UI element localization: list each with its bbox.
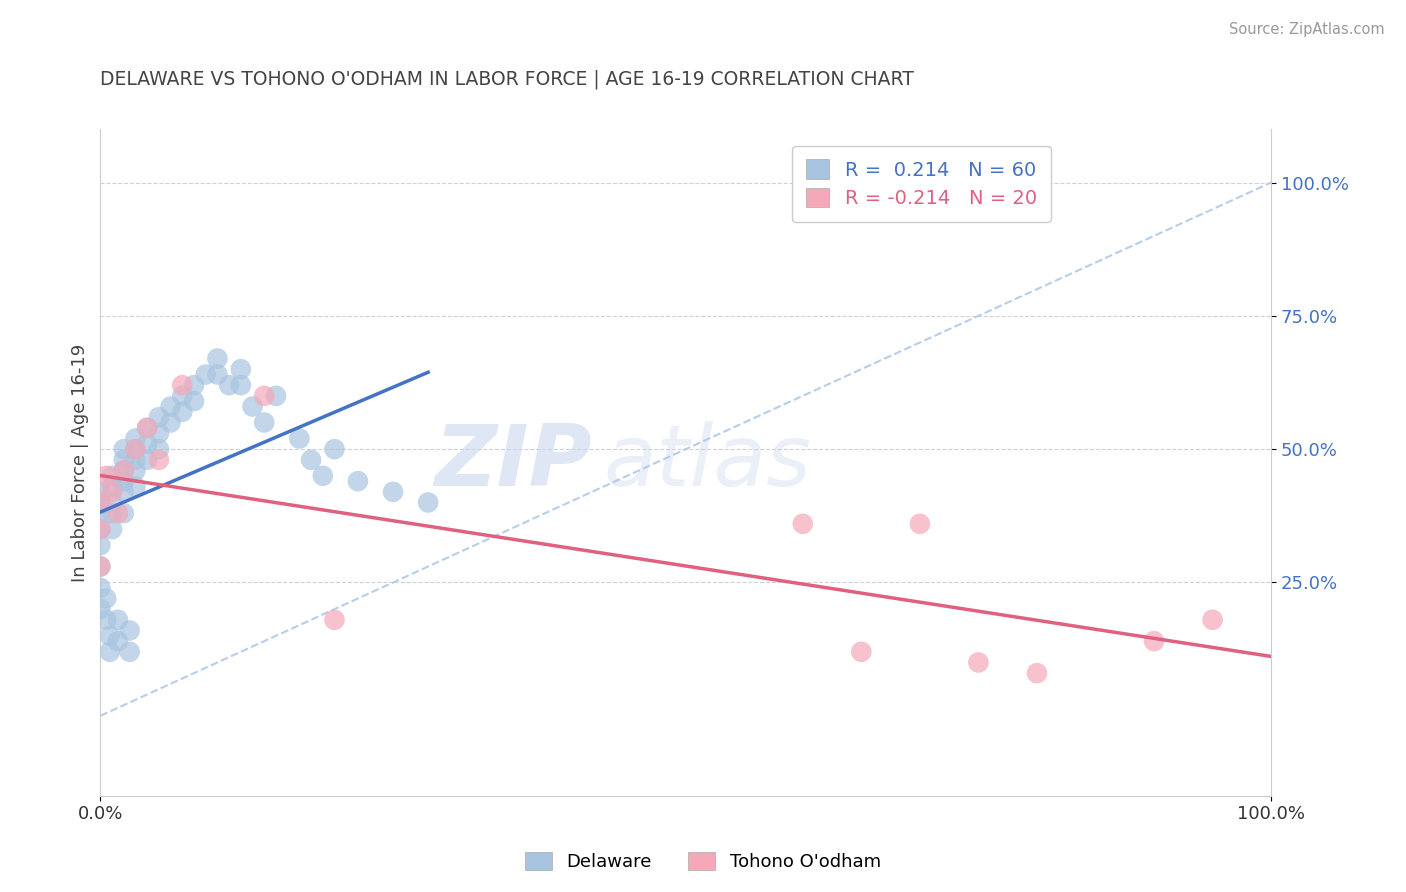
Text: DELAWARE VS TOHONO O'ODHAM IN LABOR FORCE | AGE 16-19 CORRELATION CHART: DELAWARE VS TOHONO O'ODHAM IN LABOR FORC… <box>100 70 914 89</box>
Point <box>323 613 346 627</box>
Point <box>89 559 111 574</box>
Point <box>96 591 118 606</box>
Point <box>264 389 287 403</box>
Point <box>159 416 181 430</box>
Point <box>124 479 146 493</box>
Point <box>124 442 146 457</box>
Point <box>382 484 405 499</box>
Point <box>136 453 159 467</box>
Point <box>148 410 170 425</box>
Point <box>89 522 111 536</box>
Point <box>89 559 111 574</box>
Point <box>101 479 124 493</box>
Point <box>207 351 229 366</box>
Point <box>183 394 205 409</box>
Point <box>288 432 311 446</box>
Point <box>148 442 170 457</box>
Point <box>792 516 814 531</box>
Point <box>96 613 118 627</box>
Point <box>89 495 111 509</box>
Point <box>107 506 129 520</box>
Point <box>851 645 873 659</box>
Point <box>89 506 111 520</box>
Point <box>908 516 931 531</box>
Point <box>242 400 264 414</box>
Text: Source: ZipAtlas.com: Source: ZipAtlas.com <box>1229 22 1385 37</box>
Point <box>218 378 240 392</box>
Point <box>118 624 141 638</box>
Point <box>172 405 194 419</box>
Point <box>96 468 118 483</box>
Point <box>347 474 370 488</box>
Point <box>136 437 159 451</box>
Point <box>112 463 135 477</box>
Point <box>101 468 124 483</box>
Point <box>1201 613 1223 627</box>
Point <box>136 421 159 435</box>
Point <box>253 389 276 403</box>
Point <box>323 442 346 457</box>
Point <box>299 453 322 467</box>
Legend: Delaware, Tohono O'odham: Delaware, Tohono O'odham <box>517 845 889 879</box>
Text: atlas: atlas <box>603 421 811 504</box>
Point <box>112 453 135 467</box>
Point <box>98 629 121 643</box>
Point <box>89 522 111 536</box>
Point <box>112 484 135 499</box>
Point <box>89 484 111 499</box>
Point <box>194 368 217 382</box>
Point <box>124 453 146 467</box>
Point <box>136 421 159 435</box>
Point <box>418 495 440 509</box>
Point <box>172 389 194 403</box>
Point <box>118 645 141 659</box>
Point <box>98 645 121 659</box>
Point <box>101 506 124 520</box>
Point <box>112 474 135 488</box>
Point <box>101 484 124 499</box>
Point <box>253 416 276 430</box>
Point <box>1143 634 1166 648</box>
Point <box>229 378 252 392</box>
Point <box>89 581 111 595</box>
Point <box>229 362 252 376</box>
Point <box>101 495 124 509</box>
Point <box>124 442 146 457</box>
Text: ZIP: ZIP <box>434 421 592 504</box>
Point <box>207 368 229 382</box>
Point <box>89 495 111 509</box>
Point <box>967 656 990 670</box>
Y-axis label: In Labor Force | Age 16-19: In Labor Force | Age 16-19 <box>72 343 89 582</box>
Legend: R =  0.214   N = 60, R = -0.214   N = 20: R = 0.214 N = 60, R = -0.214 N = 20 <box>793 145 1050 222</box>
Point <box>89 602 111 616</box>
Point <box>148 426 170 441</box>
Point <box>112 463 135 477</box>
Point <box>89 538 111 552</box>
Point <box>124 463 146 477</box>
Point <box>101 522 124 536</box>
Point <box>107 634 129 648</box>
Point <box>183 378 205 392</box>
Point <box>1026 666 1049 681</box>
Point <box>112 506 135 520</box>
Point <box>172 378 194 392</box>
Point <box>112 442 135 457</box>
Point <box>107 613 129 627</box>
Point <box>159 400 181 414</box>
Point <box>124 432 146 446</box>
Point <box>148 453 170 467</box>
Point <box>312 468 335 483</box>
